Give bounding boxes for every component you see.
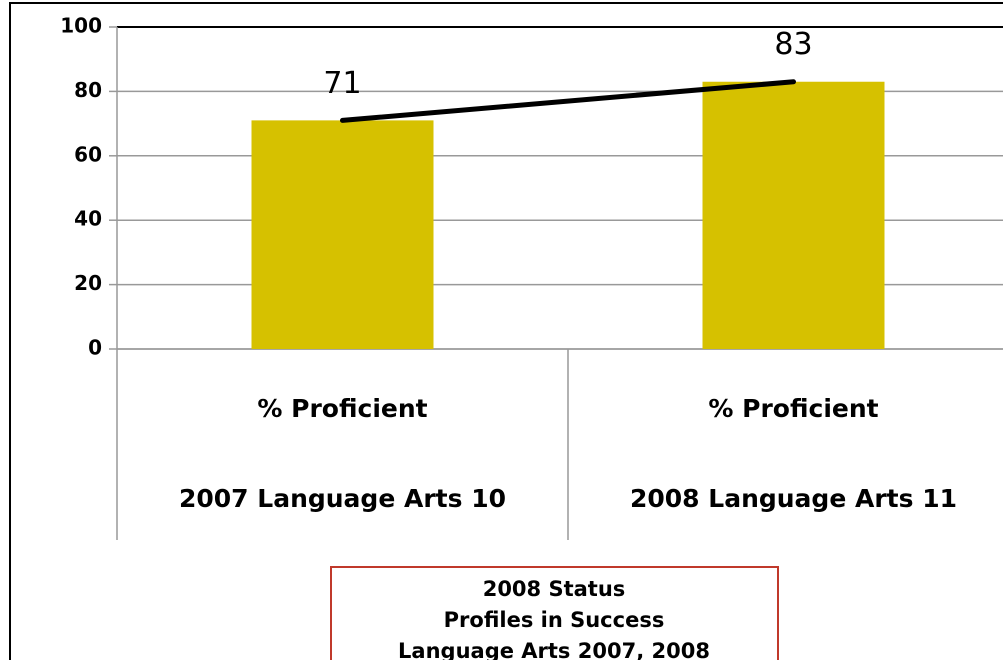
bar bbox=[251, 120, 434, 349]
y-tick-label: 60 bbox=[74, 142, 102, 166]
y-tick-label: 0 bbox=[88, 336, 102, 360]
data-label: 83 bbox=[774, 27, 812, 62]
x-group-label: 2008 Language Arts 11 bbox=[630, 484, 957, 513]
chart-title: Language Arts 2007, 2008 bbox=[398, 639, 710, 660]
x-tick-label: % Proficient bbox=[708, 394, 878, 423]
chart-title: 2008 Status bbox=[483, 577, 626, 601]
bar bbox=[702, 81, 885, 350]
frame bbox=[9, 2, 1003, 660]
y-tick-label: 20 bbox=[74, 271, 102, 295]
title-box bbox=[330, 566, 779, 660]
x-tick-label: % Proficient bbox=[257, 394, 427, 423]
chart-title: Profiles in Success bbox=[444, 608, 665, 632]
y-tick-label: 80 bbox=[74, 78, 102, 102]
data-label: 71 bbox=[323, 66, 361, 101]
line bbox=[340, 79, 796, 123]
x-group-label: 2007 Language Arts 10 bbox=[179, 484, 506, 513]
y-tick-label: 100 bbox=[60, 14, 102, 38]
y-tick-label: 40 bbox=[74, 207, 102, 231]
